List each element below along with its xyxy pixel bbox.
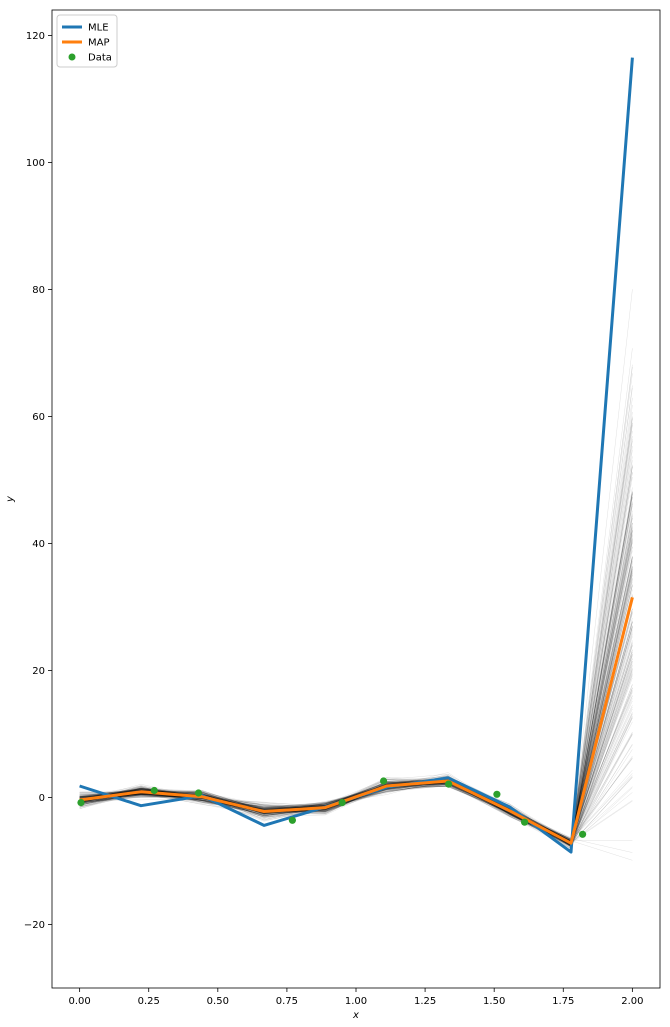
- y-tick-label: 100: [26, 158, 45, 169]
- x-tick-label: 0.75: [276, 996, 298, 1007]
- x-tick-label: 0.50: [207, 996, 229, 1007]
- y-tick-label: 120: [26, 31, 45, 42]
- x-tick-label: 0.00: [69, 996, 91, 1007]
- series-line-map: [79, 597, 634, 845]
- y-tick-label: −20: [24, 920, 45, 931]
- legend-map-label: MAP: [88, 38, 110, 49]
- y-tick-label: 20: [32, 666, 45, 677]
- data-point: [77, 799, 85, 807]
- legend-mle-label: MLE: [88, 23, 109, 34]
- data-point: [493, 790, 501, 798]
- data-point: [579, 830, 587, 838]
- x-axis: 0.00 0.25 0.50 0.75 1.00 1.25 1.50 1.75 2.00: [69, 988, 643, 1007]
- data-point: [380, 777, 388, 785]
- x-tick-label: 1.25: [414, 996, 436, 1007]
- data-point: [150, 786, 158, 795]
- data-point: [338, 799, 346, 807]
- data-point: [445, 780, 453, 788]
- data-point: [288, 816, 296, 824]
- x-tick-label: 1.50: [483, 996, 505, 1007]
- x-tick-label: 1.75: [552, 996, 574, 1007]
- y-axis-label: y: [5, 495, 16, 503]
- x-tick-label: 1.00: [345, 996, 367, 1007]
- x-axis-label: x: [352, 1010, 359, 1021]
- x-tick-label: 0.25: [138, 996, 160, 1007]
- sample-line: [79, 781, 633, 844]
- legend: MLE MAP Data: [56, 14, 118, 68]
- data-points: [77, 777, 587, 838]
- sample-line: [79, 690, 633, 840]
- data-point: [521, 818, 529, 826]
- legend-data-swatch: [68, 53, 76, 61]
- data-point: [194, 789, 203, 797]
- y-axis: −20 0 20 40 60 80 100 120: [24, 31, 52, 931]
- sample-line: [79, 416, 633, 840]
- legend-data-label: Data: [88, 53, 112, 64]
- sample-line: [79, 417, 633, 842]
- x-tick-label: 2.00: [621, 996, 643, 1007]
- sample-line: [79, 465, 633, 843]
- sample-line: [79, 667, 633, 839]
- sample-line: [79, 535, 633, 841]
- y-tick-label: 60: [32, 412, 45, 423]
- y-tick-label: 40: [32, 539, 45, 550]
- series-lines: [79, 57, 634, 854]
- y-tick-label: 80: [32, 285, 45, 296]
- sample-line: [79, 658, 633, 840]
- sample-line: [79, 664, 633, 840]
- y-tick-label: 0: [39, 793, 45, 804]
